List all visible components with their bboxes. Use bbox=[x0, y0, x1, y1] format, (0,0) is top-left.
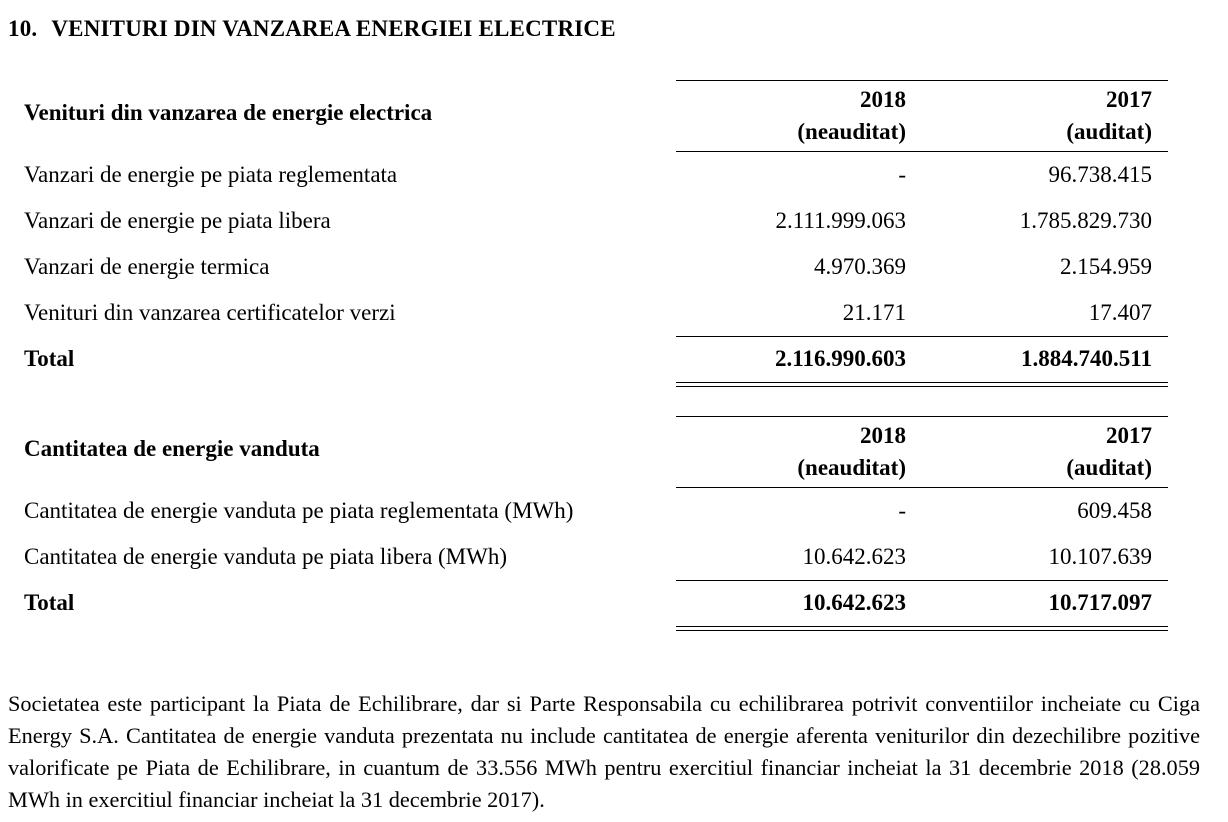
total-2017: 10.717.097 bbox=[1048, 590, 1153, 615]
quantity-table: Cantitatea de energie vanduta 2018 (neau… bbox=[24, 416, 1168, 631]
total-row-content: Total 10.642.623 10.717.097 bbox=[24, 580, 1168, 626]
value-2017: 609.458 bbox=[1077, 498, 1152, 523]
total-row-content: Total 2.116.990.603 1.884.740.511 bbox=[24, 336, 1168, 382]
header-bottom-rule bbox=[676, 151, 1168, 152]
table-row: Venituri din vanzarea certificatelor ver… bbox=[24, 290, 1168, 336]
value-2018: 21.171 bbox=[842, 300, 906, 325]
quantity-table-title: Cantitatea de energie vanduta bbox=[24, 436, 320, 461]
total-double-rule bbox=[676, 382, 1168, 387]
value-2017: 10.107.639 bbox=[1048, 544, 1153, 569]
total-label: Total bbox=[24, 346, 75, 371]
table-row: Vanzari de energie termica 4.970.369 2.1… bbox=[24, 244, 1168, 290]
column-status: (neauditat) bbox=[797, 455, 906, 480]
section-number: 10. bbox=[8, 16, 38, 41]
value-2018: - bbox=[898, 498, 906, 523]
column-year: 2018 bbox=[860, 87, 906, 112]
column-status: (auditat) bbox=[1066, 119, 1152, 144]
total-row: Total 2.116.990.603 1.884.740.511 bbox=[24, 336, 1168, 387]
value-2017: 17.407 bbox=[1088, 300, 1152, 325]
value-2018: 2.111.999.063 bbox=[775, 208, 906, 233]
row-label: Cantitatea de energie vanduta pe piata l… bbox=[24, 544, 507, 569]
total-row: Total 10.642.623 10.717.097 bbox=[24, 580, 1168, 631]
value-2017: 2.154.959 bbox=[1060, 254, 1152, 279]
table-row: Vanzari de energie pe piata reglementata… bbox=[24, 152, 1168, 198]
column-status: (auditat) bbox=[1066, 455, 1152, 480]
value-2017: 96.738.415 bbox=[1048, 162, 1153, 187]
value-2018: 4.970.369 bbox=[814, 254, 906, 279]
total-label: Total bbox=[24, 590, 75, 615]
value-2017: 1.785.829.730 bbox=[1019, 208, 1152, 233]
table-row: Cantitatea de energie vanduta pe piata l… bbox=[24, 534, 1168, 580]
column-header-2017: 2017 (auditat) bbox=[922, 84, 1152, 148]
total-double-rule bbox=[676, 626, 1168, 631]
total-top-rule bbox=[676, 336, 1168, 337]
header-top-rule bbox=[676, 80, 1168, 81]
note-paragraph: Societatea este participant la Piata de … bbox=[8, 691, 1200, 813]
header-bottom-rule bbox=[676, 487, 1168, 488]
quantity-table-header: Cantitatea de energie vanduta 2018 (neau… bbox=[24, 416, 1168, 488]
column-status: (neauditat) bbox=[797, 119, 906, 144]
column-header-2017: 2017 (auditat) bbox=[922, 420, 1152, 484]
table-row: Cantitatea de energie vanduta pe piata r… bbox=[24, 488, 1168, 534]
revenue-table-title: Venituri din vanzarea de energie electri… bbox=[24, 100, 433, 125]
header-top-rule bbox=[676, 416, 1168, 417]
row-label: Vanzari de energie termica bbox=[24, 254, 270, 279]
column-header-2018: 2018 (neauditat) bbox=[676, 84, 906, 148]
column-year: 2017 bbox=[1106, 423, 1152, 448]
column-year: 2017 bbox=[1106, 87, 1152, 112]
revenue-table-header: Venituri din vanzarea de energie electri… bbox=[24, 80, 1168, 152]
row-label: Cantitatea de energie vanduta pe piata r… bbox=[24, 498, 574, 523]
section-title: VENITURI DIN VANZAREA ENERGIEI ELECTRICE bbox=[51, 16, 616, 41]
row-label: Vanzari de energie pe piata reglementata bbox=[24, 162, 398, 187]
revenue-table: Venituri din vanzarea de energie electri… bbox=[24, 80, 1168, 387]
total-2018: 10.642.623 bbox=[802, 590, 907, 615]
total-2018: 2.116.990.603 bbox=[775, 346, 906, 371]
total-2017: 1.884.740.511 bbox=[1021, 346, 1152, 371]
total-top-rule bbox=[676, 580, 1168, 581]
row-label: Venituri din vanzarea certificatelor ver… bbox=[24, 300, 396, 325]
value-2018: - bbox=[898, 162, 906, 187]
value-2018: 10.642.623 bbox=[802, 544, 907, 569]
column-year: 2018 bbox=[860, 423, 906, 448]
table-row: Vanzari de energie pe piata libera 2.111… bbox=[24, 198, 1168, 244]
row-label: Vanzari de energie pe piata libera bbox=[24, 208, 331, 233]
column-header-2018: 2018 (neauditat) bbox=[676, 420, 906, 484]
section-heading: 10. VENITURI DIN VANZAREA ENERGIEI ELECTR… bbox=[8, 16, 616, 42]
